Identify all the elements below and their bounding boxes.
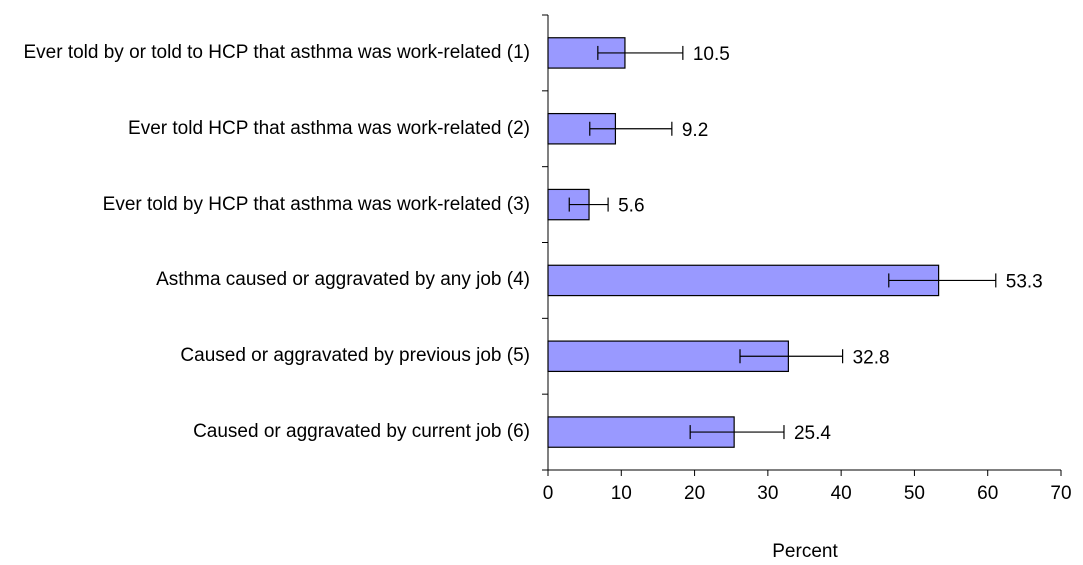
- y-tick-label: Caused or aggravated by previous job (5): [180, 345, 530, 367]
- value-label: 53.3: [1006, 271, 1043, 292]
- x-axis-label: Percent: [772, 541, 838, 562]
- value-label: 10.5: [693, 44, 730, 65]
- y-tick-label: Asthma caused or aggravated by any job (…: [156, 269, 530, 291]
- x-tick-label: 10: [611, 483, 632, 504]
- y-tick-label: Ever told by HCP that asthma was work-re…: [102, 193, 530, 215]
- x-tick-label: 60: [977, 483, 998, 504]
- value-label: 25.4: [794, 423, 831, 444]
- x-tick-label: 20: [684, 483, 705, 504]
- x-tick-label: 40: [831, 483, 852, 504]
- y-tick-label: Ever told HCP that asthma was work-relat…: [128, 117, 530, 139]
- value-label: 9.2: [682, 120, 708, 141]
- bar: [547, 264, 940, 297]
- x-tick-label: 70: [1050, 483, 1071, 504]
- y-tick-label: Ever told by or told to HCP that asthma …: [23, 41, 530, 63]
- x-tick-label: 50: [904, 483, 925, 504]
- x-tick-label: 0: [543, 483, 554, 504]
- value-label: 5.6: [618, 196, 644, 217]
- y-tick-label: Caused or aggravated by current job (6): [193, 421, 530, 443]
- value-label: 32.8: [853, 347, 890, 368]
- x-tick-label: 30: [757, 483, 778, 504]
